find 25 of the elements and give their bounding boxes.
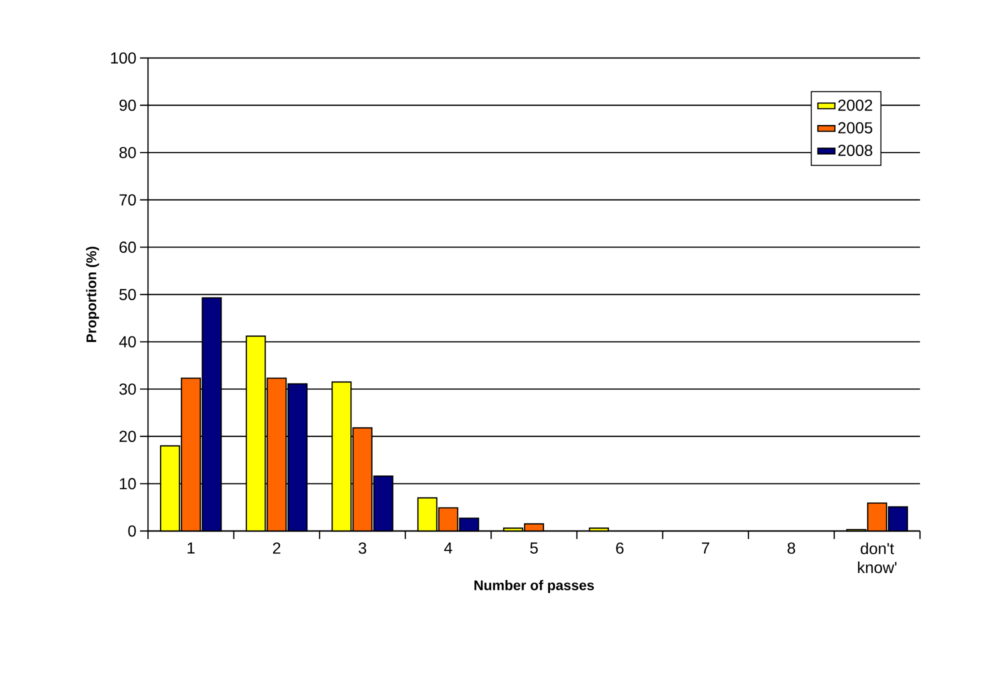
- x-tick-label: 5: [530, 542, 538, 554]
- y-tick-label: 40: [119, 336, 136, 348]
- y-tick-label: 0: [128, 525, 136, 537]
- y-axis-title: Proportion (%): [86, 246, 100, 342]
- y-tick-label: 90: [120, 100, 136, 111]
- legend-label: 2002: [838, 100, 872, 111]
- x-tick-label: 1: [188, 542, 195, 554]
- x-axis-title: Number of passes: [474, 580, 594, 593]
- x-tick-label: 7: [702, 542, 710, 554]
- x-tick-label: 2: [273, 542, 280, 554]
- y-tick-label: 10: [120, 478, 136, 490]
- y-tick-label: 30: [119, 383, 136, 395]
- y-tick-label: 70: [120, 194, 136, 206]
- x-tick-label: 3: [358, 542, 366, 554]
- x-tick-label: 4: [444, 542, 452, 554]
- x-tick-label: 8: [788, 542, 796, 554]
- y-tick-label: 100: [111, 52, 136, 64]
- y-tick-label: 80: [119, 146, 136, 158]
- x-tick-label: don't know': [858, 542, 896, 574]
- y-tick-label: 20: [120, 430, 136, 442]
- legend-label: 2008: [838, 144, 872, 156]
- legend-label: 2005: [838, 122, 872, 134]
- y-tick-label: 50: [119, 288, 136, 300]
- y-tick-label: 60: [120, 242, 136, 253]
- x-tick-label: 6: [616, 542, 624, 554]
